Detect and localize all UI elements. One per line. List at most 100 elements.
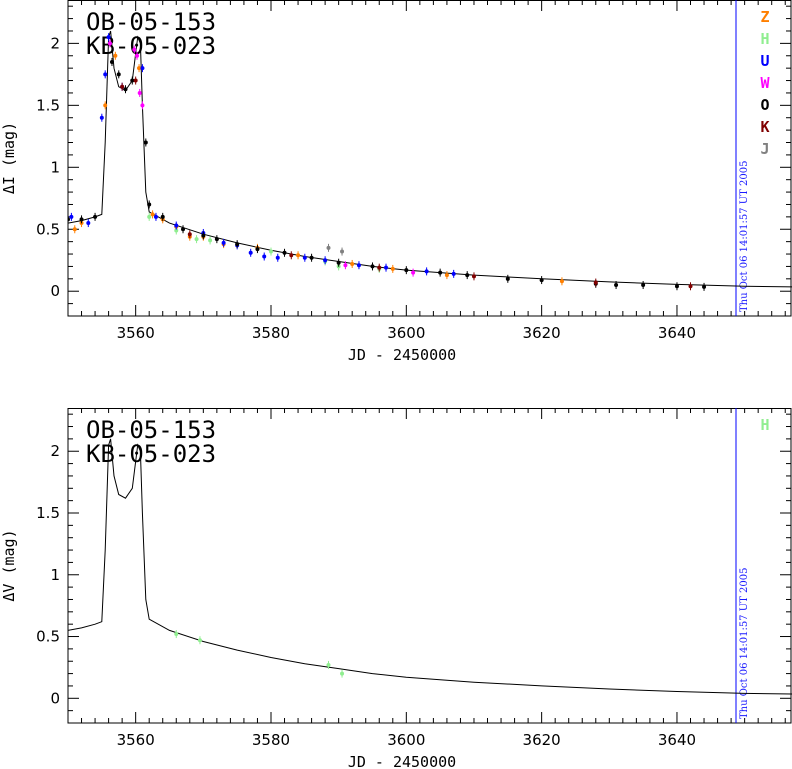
data-point-Z — [150, 212, 155, 217]
event-label: KB-05-023 — [86, 440, 216, 468]
data-point-U — [275, 255, 280, 260]
data-point-H — [326, 662, 331, 667]
data-point-O — [143, 140, 148, 145]
event-label: OB-05-153 — [86, 416, 216, 444]
plot-frame — [67, 0, 792, 317]
data-point-U — [221, 240, 226, 245]
data-point-H — [174, 228, 179, 233]
data-point-U — [384, 265, 389, 270]
data-point-H — [194, 237, 199, 242]
legend-entry-Z: Z — [760, 8, 769, 26]
data-point-O — [539, 278, 544, 283]
timestamp-label: Thu Oct 06 14:01:57 UT 2005 — [739, 568, 750, 719]
legend-entry-W: W — [760, 74, 770, 92]
legend-entry-O: O — [760, 96, 769, 114]
data-point-Z — [113, 53, 118, 58]
data-point-U — [356, 263, 361, 268]
data-point-Z — [296, 253, 301, 258]
data-point-O — [336, 260, 341, 265]
y-axis-label: ΔI (mag) — [0, 122, 18, 194]
data-point-W — [140, 103, 145, 108]
data-point-K — [187, 232, 192, 237]
data-point-U — [140, 66, 145, 71]
legend-entry-J: J — [760, 140, 769, 158]
plot-area — [68, 438, 792, 695]
data-point-O — [702, 284, 707, 289]
data-point-K — [289, 253, 294, 258]
data-point-U — [248, 250, 253, 255]
data-point-U — [451, 271, 456, 276]
x-tick-label: 3640 — [658, 324, 696, 342]
data-point-K — [593, 280, 598, 285]
data-point-Z — [559, 279, 564, 284]
x-axis-label: JD - 2450000 — [348, 753, 456, 769]
data-point-H — [268, 249, 273, 254]
data-point-J — [340, 249, 345, 254]
data-point-K — [120, 84, 125, 89]
data-point-U — [86, 221, 91, 226]
y-tick-label: 2 — [50, 34, 60, 52]
data-point-W — [132, 47, 137, 52]
data-point-U — [103, 72, 108, 77]
legend-entry-H: H — [760, 30, 769, 48]
data-point-U — [323, 258, 328, 263]
plot-frame — [67, 408, 792, 724]
data-point-O — [674, 284, 679, 289]
y-tick-label: 0.5 — [36, 628, 60, 646]
data-point-U — [302, 255, 307, 260]
data-point-O — [404, 268, 409, 273]
data-point-O — [505, 276, 510, 281]
data-point-O — [214, 237, 219, 242]
data-point-U — [153, 214, 158, 219]
data-point-Z — [350, 261, 355, 266]
data-point-O — [109, 59, 114, 64]
data-point-K — [688, 284, 693, 289]
data-point-O — [641, 283, 646, 288]
data-point-O — [201, 233, 206, 238]
data-point-O — [370, 264, 375, 269]
data-point-U — [262, 254, 267, 259]
data-point-O — [614, 283, 619, 288]
data-point-Z — [103, 103, 108, 108]
legend-entry-K: K — [760, 118, 769, 136]
data-point-W — [343, 263, 348, 268]
panel-bottom: 3560 3580 3600 3620 3640 0 0.5 1 1.5 2 JD - 245000… — [0, 408, 792, 769]
data-point-O — [282, 250, 287, 255]
data-point-H — [340, 671, 345, 676]
data-point-O — [93, 214, 98, 219]
data-point-K — [133, 78, 138, 83]
timestamp-label: Thu Oct 06 14:01:57 UT 2005 — [739, 161, 750, 312]
data-point-O — [147, 202, 152, 207]
x-tick-label: 3620 — [523, 731, 561, 749]
data-point-O — [160, 214, 165, 219]
data-point-U — [106, 35, 111, 40]
data-point-H — [174, 632, 179, 637]
y-tick-label: 1.5 — [36, 96, 60, 114]
data-point-O — [181, 227, 186, 232]
legend-entry-U: U — [760, 52, 769, 70]
data-point-Z — [137, 66, 142, 71]
data-point-W — [107, 41, 112, 46]
data-point-U — [69, 214, 74, 219]
data-point-Z — [72, 227, 77, 232]
event-label: KB-05-023 — [86, 32, 216, 60]
y-tick-label: 1.5 — [36, 504, 60, 522]
x-tick-label: 3580 — [252, 324, 290, 342]
data-point-K — [471, 274, 476, 279]
x-tick-label: 3560 — [117, 324, 155, 342]
plot-area — [68, 30, 792, 291]
data-point-J — [326, 245, 331, 250]
data-point-O — [79, 217, 84, 222]
data-point-U — [424, 269, 429, 274]
data-point-O — [130, 78, 135, 83]
data-point-U — [174, 223, 179, 228]
y-tick-label: 2 — [50, 442, 60, 460]
data-point-H — [147, 214, 152, 219]
y-tick-label: 1 — [50, 566, 60, 584]
data-point-O — [465, 273, 470, 278]
data-point-U — [99, 115, 104, 120]
data-point-W — [137, 90, 142, 95]
data-point-O — [309, 255, 314, 260]
y-tick-label: 1 — [50, 158, 60, 176]
